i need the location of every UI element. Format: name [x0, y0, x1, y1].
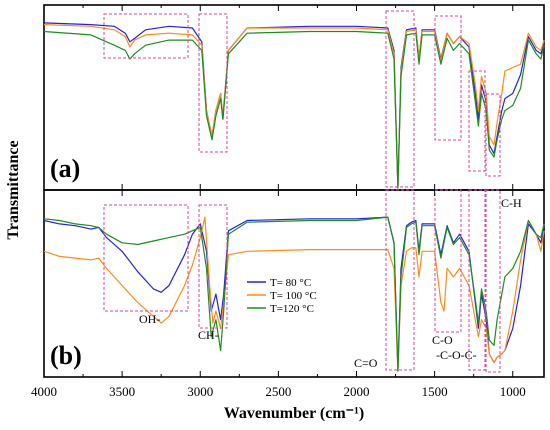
- co-double-region-box-b: [385, 189, 415, 371]
- legend-label: T=120 °C: [270, 303, 314, 315]
- annotation-oh: OH-: [139, 312, 160, 326]
- ch-region-box-b: [198, 204, 228, 329]
- series-line-a-2: [43, 30, 545, 189]
- x-axis-title: Wavenumber (cm⁻¹): [224, 405, 364, 422]
- c-o-region-box-b: [434, 189, 462, 333]
- coc-region-box-a: [468, 70, 486, 172]
- ch-bend-region-box-b: [485, 189, 501, 373]
- panel-b-curves: [43, 216, 545, 372]
- legend: T= 80 °CT= 100 °CT=120 °C: [247, 277, 317, 315]
- series-line-b-2: [43, 216, 545, 372]
- y-axis-title: Transmittance: [5, 140, 22, 239]
- panel-b-highlight-boxes: [103, 189, 501, 373]
- annotation-c-h: C-H: [501, 196, 522, 210]
- x-tick-label: 3000: [187, 384, 213, 399]
- annotation-c-double-o: C=O: [354, 356, 378, 370]
- x-tick-label: 1500: [422, 384, 448, 399]
- co-double-region-box-a: [385, 10, 415, 188]
- panel-a: (a): [43, 4, 545, 191]
- x-tick-label: 1000: [500, 384, 526, 399]
- annotation-coc: -C-O-C-: [436, 348, 477, 362]
- coc-region-box-b: [468, 189, 486, 371]
- panel-b-frame: [43, 189, 545, 378]
- x-axis: 4000 3500 3000 2500 2000 1500 1000: [31, 5, 526, 399]
- legend-label: T= 80 °C: [270, 277, 311, 289]
- legend-label: T= 100 °C: [270, 290, 317, 302]
- ch-region-box-a: [198, 13, 228, 153]
- annotations: OH- CH- C=O C-O -C-O-C- C-H: [139, 196, 522, 370]
- ch-bend-region-box-a: [485, 93, 501, 177]
- panel-b-label: (b): [50, 341, 82, 370]
- series-line-a-1: [43, 24, 545, 189]
- annotation-ch: CH-: [198, 328, 219, 342]
- c-o-region-box-a: [434, 15, 462, 141]
- annotation-c-o: C-O: [432, 333, 453, 347]
- x-tick-label: 2500: [265, 384, 291, 399]
- x-tick-label: 4000: [31, 384, 57, 399]
- oh-region-box-a: [103, 13, 189, 59]
- x-tick-label: 3500: [109, 384, 135, 399]
- panel-b: (b) OH- CH- C=O C-O -C-O-C- C-H T= 80 °C…: [43, 189, 545, 378]
- oh-region-box-b: [103, 204, 189, 312]
- panel-a-highlight-boxes: [103, 10, 501, 188]
- x-tick-label: 2000: [344, 384, 370, 399]
- panel-a-label: (a): [50, 154, 80, 183]
